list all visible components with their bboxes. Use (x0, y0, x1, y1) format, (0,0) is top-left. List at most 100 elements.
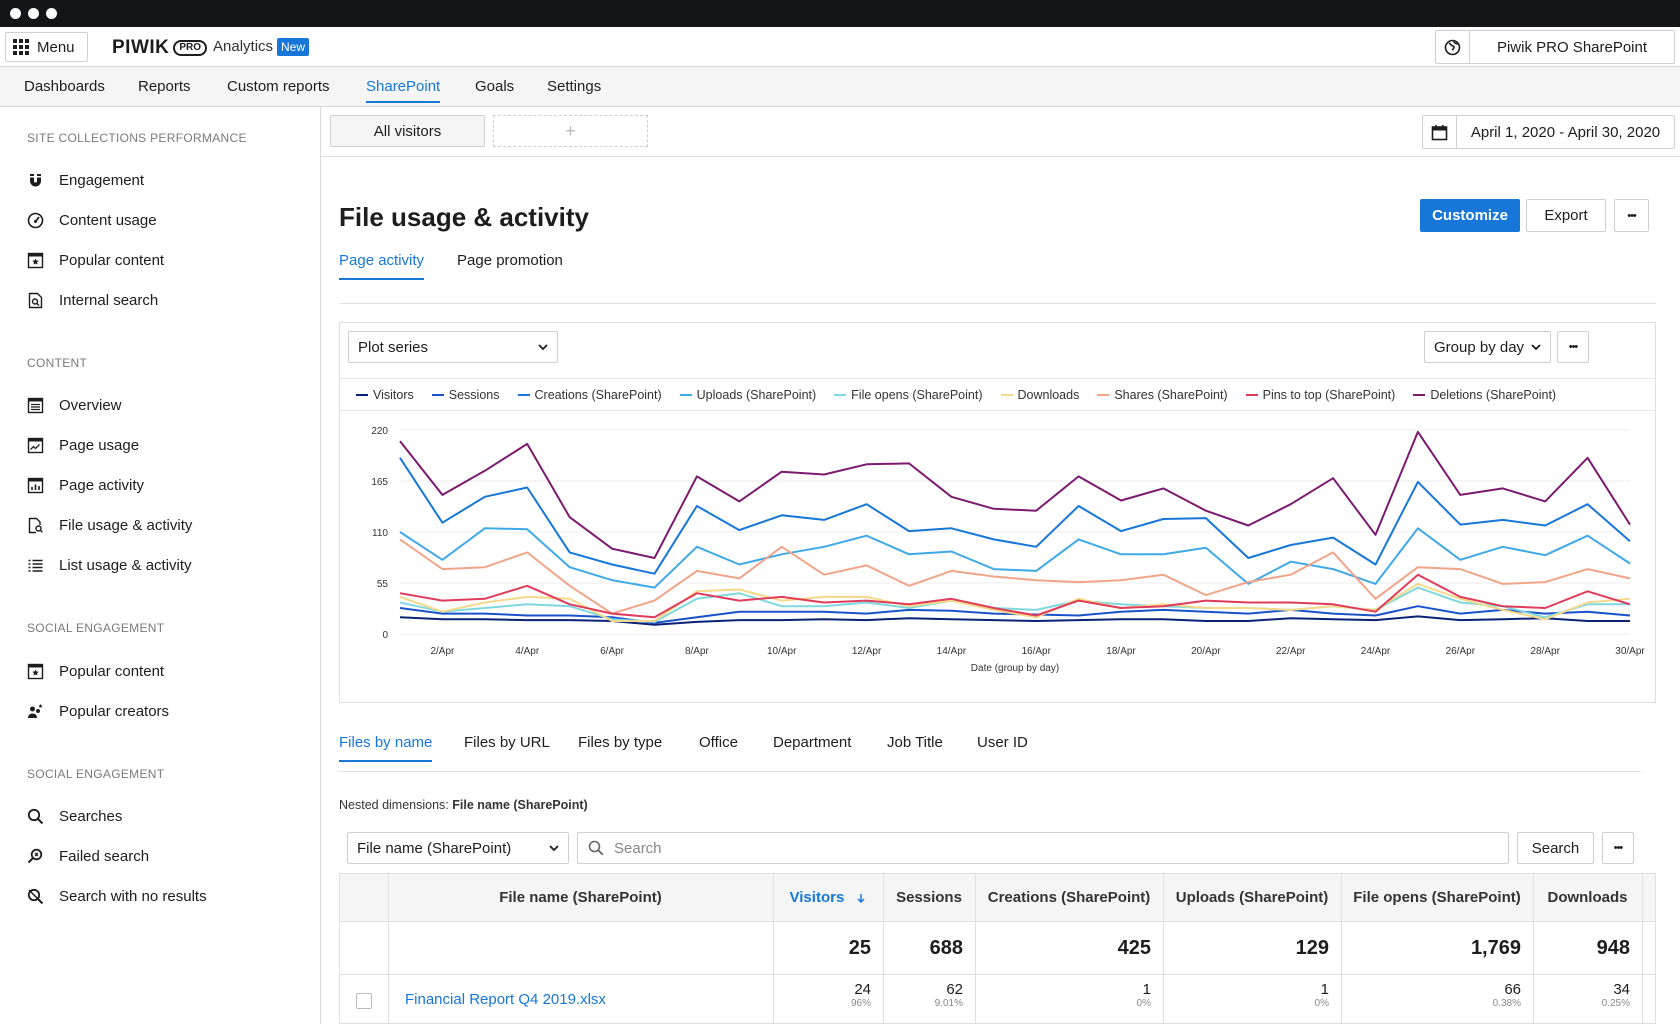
chart-panel: Plot series Group by day ••• Visitors Ses… (339, 322, 1656, 703)
sidebar-item-failed-search[interactable]: Failed search (27, 844, 149, 868)
legend-item[interactable]: Downloads (1000, 388, 1079, 402)
col-header-creations[interactable]: Creations (SharePoint) (987, 889, 1151, 906)
col-header-file-name[interactable]: File name (SharePoint) (499, 889, 662, 906)
nav-custom-reports[interactable]: Custom reports (227, 78, 330, 95)
legend-item[interactable]: Pins to top (SharePoint) (1245, 388, 1395, 402)
table-more-button[interactable]: ••• (1602, 832, 1634, 864)
window-zoom-dot[interactable] (46, 8, 57, 19)
tab-department[interactable]: Department (773, 734, 852, 751)
star-page-icon (27, 663, 44, 680)
nav-settings[interactable]: Settings (547, 78, 602, 95)
sidebar-item-searches[interactable]: Searches (27, 804, 122, 828)
x-tick-label: 22/Apr (1276, 646, 1306, 657)
sidebar-item-search-no-results[interactable]: Search with no results (27, 884, 207, 908)
search-button[interactable]: Search (1517, 832, 1594, 864)
tab-user-id[interactable]: User ID (977, 734, 1028, 751)
list-icon (27, 557, 44, 574)
sidebar-item-popular-content[interactable]: Popular content (27, 248, 164, 272)
plot-series-dropdown[interactable]: Plot series (348, 331, 558, 363)
legend-swatch (1413, 393, 1426, 396)
search-fail-icon (27, 848, 44, 865)
legend-item[interactable]: Deletions (SharePoint) (1413, 388, 1556, 402)
x-tick-label: 20/Apr (1191, 646, 1221, 657)
tab-job-title[interactable]: Job Title (887, 734, 943, 751)
y-tick-label: 0 (382, 630, 388, 641)
col-header-downloads[interactable]: Downloads (1547, 889, 1628, 906)
y-tick-label: 220 (371, 426, 388, 437)
users-star-icon (27, 703, 44, 720)
nav-sharepoint[interactable]: SharePoint (366, 67, 441, 107)
piwik-logo[interactable]: PIWIK PRO (112, 37, 208, 59)
sidebar-section-title: CONTENT (27, 356, 88, 370)
chart-more-button[interactable]: ••• (1557, 331, 1589, 363)
legend-swatch (679, 393, 692, 396)
group-by-dropdown[interactable]: Group by day (1424, 331, 1551, 363)
col-header-uploads[interactable]: Uploads (SharePoint) (1175, 889, 1329, 906)
x-tick-label: 10/Apr (767, 646, 797, 657)
menu-button[interactable]: Menu (5, 32, 88, 62)
tab-page-activity[interactable]: Page activity (339, 252, 425, 280)
more-actions-button[interactable]: ••• (1614, 199, 1649, 232)
sidebar-item-popular-creators[interactable]: Popular creators (27, 699, 169, 723)
legend-item[interactable]: File opens (SharePoint) (834, 388, 983, 402)
nav-reports[interactable]: Reports (138, 78, 191, 95)
trend-page-icon (27, 437, 44, 454)
top-bar: Menu PIWIK PRO Analytics New Piwik PRO S… (0, 27, 1680, 67)
legend-item[interactable]: Sessions (431, 388, 500, 402)
date-range-label: April 1, 2020 - April 30, 2020 (1470, 123, 1661, 141)
sidebar-item-engagement[interactable]: Engagement (27, 168, 144, 192)
segment-all-visitors[interactable]: All visitors (330, 115, 485, 147)
col-header-sessions[interactable]: Sessions (896, 889, 962, 906)
sidebar-item-label: Popular content (59, 251, 165, 269)
chevron-down-icon (549, 845, 559, 851)
search-input[interactable]: Search (577, 832, 1509, 864)
legend-item[interactable]: Shares (SharePoint) (1097, 388, 1228, 402)
add-segment-button[interactable]: + (493, 115, 648, 147)
tab-files-by-type[interactable]: Files by type (578, 734, 663, 751)
series-line-visitors (399, 615, 1630, 626)
tab-page-promotion[interactable]: Page promotion (457, 252, 563, 269)
sidebar-item-page-activity[interactable]: Page activity (27, 473, 144, 497)
customize-button[interactable]: Customize (1420, 199, 1520, 232)
nav-goals[interactable]: Goals (475, 78, 515, 95)
tab-files-by-name[interactable]: Files by name (339, 734, 433, 762)
legend-item[interactable]: Visitors (356, 388, 414, 402)
globe-icon (1436, 31, 1470, 63)
gauge-icon (27, 212, 44, 229)
date-range-picker[interactable]: April 1, 2020 - April 30, 2020 (1422, 115, 1675, 149)
col-header-file-opens[interactable]: File opens (SharePoint) (1353, 889, 1521, 906)
nav-dashboards[interactable]: Dashboards (24, 78, 105, 95)
sidebar-item-social-popular-content[interactable]: Popular content (27, 659, 164, 683)
legend-swatch (1245, 393, 1258, 396)
legend-item[interactable]: Uploads (SharePoint) (679, 388, 816, 402)
chevron-down-icon (538, 344, 548, 350)
totals-row: 25 688 425 129 1,769 948 (340, 922, 1655, 975)
main-nav: Dashboards Reports Custom reports ShareP… (0, 67, 1680, 107)
col-header-visitors[interactable]: Visitors (773, 874, 883, 922)
sidebar-item-content-usage[interactable]: Content usage (27, 208, 157, 232)
row-checkbox[interactable] (356, 993, 372, 1009)
legend-item[interactable]: Creations (SharePoint) (517, 388, 662, 402)
total-file-opens: 1,769 (1470, 937, 1521, 959)
sidebar-item-label: Search with no results (59, 887, 207, 905)
export-button[interactable]: Export (1526, 199, 1606, 232)
tab-office[interactable]: Office (699, 734, 738, 751)
window-minimize-dot[interactable] (28, 8, 39, 19)
sidebar-item-file-usage[interactable]: File usage & activity (27, 513, 192, 537)
tab-files-by-url[interactable]: Files by URL (464, 734, 550, 751)
sidebar-item-internal-search[interactable]: Internal search (27, 288, 158, 312)
x-tick-label: 12/Apr (852, 646, 882, 657)
page-title: File usage & activity (339, 202, 589, 232)
window-close-dot[interactable] (10, 8, 21, 19)
dimension-dropdown[interactable]: File name (SharePoint) (347, 832, 569, 864)
sidebar-item-page-usage[interactable]: Page usage (27, 433, 139, 457)
legend-swatch (1000, 393, 1013, 396)
site-selector[interactable]: Piwik PRO SharePoint (1435, 30, 1675, 64)
legend-swatch (517, 393, 530, 396)
file-name-link[interactable]: Financial Report Q4 2019.xlsx (405, 991, 606, 1008)
y-tick-label: 55 (377, 579, 389, 590)
sidebar-item-list-usage[interactable]: List usage & activity (27, 553, 192, 577)
cell-downloads: 34 0.25% (1601, 981, 1630, 1009)
sidebar-item-overview[interactable]: Overview (27, 393, 122, 417)
